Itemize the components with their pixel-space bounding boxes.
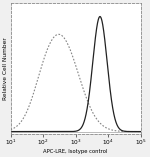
Y-axis label: Relative Cell Number: Relative Cell Number — [3, 37, 8, 100]
X-axis label: APC-LRE, Isotype control: APC-LRE, Isotype control — [43, 149, 108, 154]
